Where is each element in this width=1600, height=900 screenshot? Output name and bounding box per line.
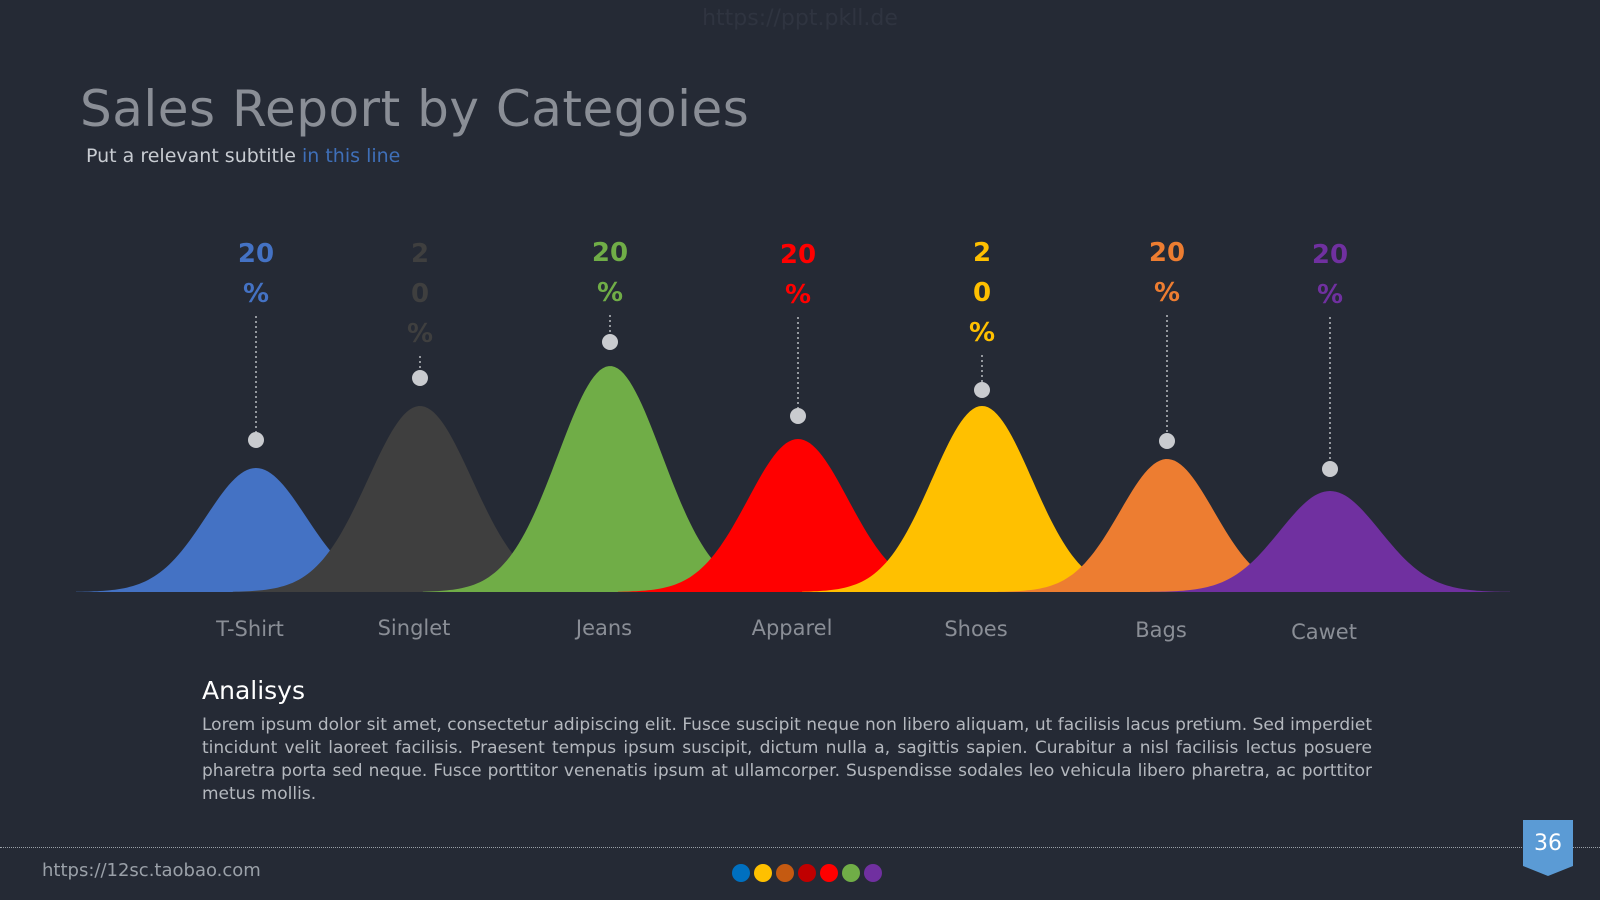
analysis-body: Lorem ipsum dolor sit amet, consectetur … xyxy=(202,715,1372,804)
curve-shoes xyxy=(802,406,1162,592)
marker-dot-bags xyxy=(1159,433,1175,449)
category-label-shoes: Shoes xyxy=(944,617,1007,641)
category-label-singlet: Singlet xyxy=(378,616,451,640)
value-label-jeans: 20% xyxy=(592,238,628,308)
category-label-t-shirt: T-Shirt xyxy=(215,617,284,641)
curve-bags xyxy=(997,459,1337,592)
footer-url[interactable]: https://12sc.taobao.com xyxy=(42,860,261,881)
value-label-t-shirt: 20% xyxy=(238,239,274,309)
curve-jeans xyxy=(422,366,798,592)
color-dot xyxy=(754,864,772,882)
marker-dot-apparel xyxy=(790,408,806,424)
marker-dot-singlet xyxy=(412,370,428,386)
curve-cawet xyxy=(1150,491,1510,592)
category-label-jeans: Jeans xyxy=(574,616,632,640)
curve-singlet xyxy=(232,406,608,592)
color-dot xyxy=(864,864,882,882)
marker-dot-shoes xyxy=(974,382,990,398)
color-dot xyxy=(798,864,816,882)
subtitle-text: Put a relevant subtitle xyxy=(86,145,302,167)
color-dot xyxy=(842,864,860,882)
color-dot xyxy=(776,864,794,882)
value-label-bags: 20% xyxy=(1149,238,1185,308)
curve-t-shirt xyxy=(76,468,436,592)
marker-dot-cawet xyxy=(1322,461,1338,477)
value-label-cawet: 20% xyxy=(1312,240,1348,310)
category-label-bags: Bags xyxy=(1135,618,1187,642)
footer-divider xyxy=(0,847,1600,848)
marker-dot-jeans xyxy=(602,334,618,350)
analysis-title: Analisys xyxy=(202,676,306,705)
category-label-apparel: Apparel xyxy=(752,616,833,640)
page-number: 36 xyxy=(1534,831,1562,856)
subtitle-highlight: in this line xyxy=(302,145,401,167)
watermark: https://ppt.pkll.de xyxy=(702,6,898,31)
category-label-cawet: Cawet xyxy=(1291,620,1357,644)
marker-dot-t-shirt xyxy=(248,432,264,448)
color-dots xyxy=(732,864,882,882)
value-label-apparel: 20% xyxy=(780,240,816,310)
value-label-shoes: 2 0% xyxy=(969,238,995,348)
page-number-badge xyxy=(1523,820,1573,876)
page-subtitle: Put a relevant subtitle in this line xyxy=(86,145,400,167)
color-dot xyxy=(732,864,750,882)
curve-apparel xyxy=(618,439,978,592)
page-title: Sales Report by Categoies xyxy=(80,80,750,138)
value-label-singlet: 2 0% xyxy=(407,239,433,349)
color-dot xyxy=(820,864,838,882)
